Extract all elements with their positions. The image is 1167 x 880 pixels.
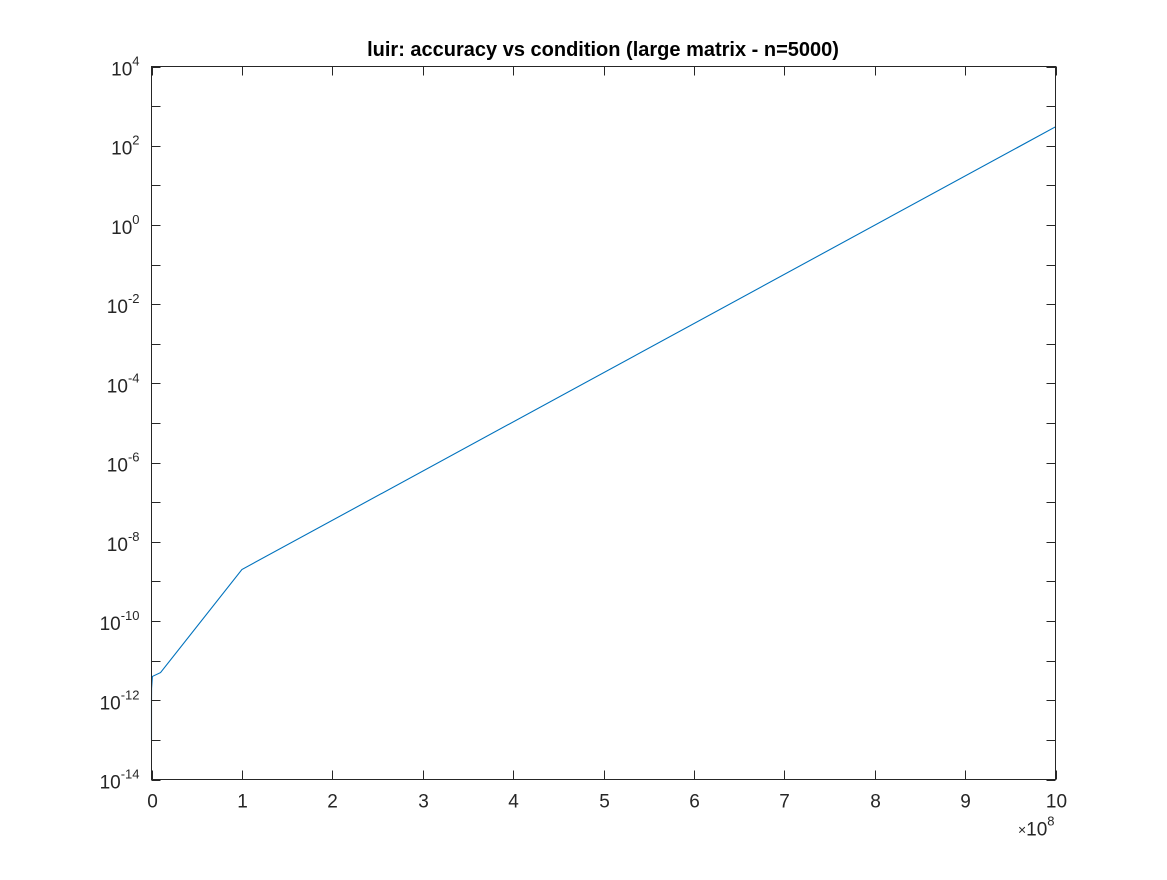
x-tick-label: 7	[779, 792, 790, 813]
chart-title: luir: accuracy vs condition (large matri…	[367, 39, 839, 61]
y-tick-base: 10	[107, 376, 128, 397]
y-tick-power: -10	[121, 608, 140, 623]
x-tick-label: 4	[508, 792, 519, 813]
y-tick-power: -14	[121, 767, 140, 782]
x-tick-label: 6	[689, 792, 700, 813]
y-tick-label: 10-2	[107, 291, 140, 318]
y-tick-power: -12	[121, 687, 140, 702]
y-tick-base: 10	[100, 693, 121, 714]
series-layer	[150, 126, 1056, 740]
axes-layer	[151, 66, 1056, 780]
axes-box	[151, 66, 1056, 780]
y-tick-power: -2	[128, 291, 140, 306]
x-exponent-label: ×108	[1018, 814, 1055, 841]
y-tick-power: 2	[132, 133, 139, 148]
y-tick-base: 10	[107, 535, 128, 556]
x-tick-label: 10	[1046, 792, 1067, 813]
x-tick-label: 2	[327, 792, 338, 813]
x-exponent-power: 8	[1047, 814, 1054, 829]
x-tick-label: 3	[418, 792, 429, 813]
y-tick-label: 10-6	[107, 450, 140, 477]
y-tick-base: 10	[100, 614, 121, 635]
y-tick-label: 10-4	[107, 370, 140, 397]
y-tick-base: 10	[111, 218, 132, 239]
y-tick-power: -6	[128, 450, 140, 465]
y-tick-label: 10-12	[100, 687, 140, 714]
y-tick-label: 10-10	[100, 608, 140, 635]
x-tick-label: 1	[237, 792, 248, 813]
x-exponent-base: 10	[1026, 820, 1047, 841]
x-tick-label: 8	[870, 792, 881, 813]
series-line-1	[150, 126, 1056, 740]
y-tick-base: 10	[111, 139, 132, 160]
y-tick-label: 100	[111, 212, 139, 239]
y-tick-base: 10	[100, 773, 121, 794]
y-tick-power: 4	[132, 54, 139, 69]
x-tick-label: 5	[599, 792, 610, 813]
y-tick-label: 10-14	[100, 767, 140, 794]
y-tick-power: -8	[128, 529, 140, 544]
x-exponent-times: ×	[1018, 822, 1026, 838]
y-tick-base: 10	[107, 297, 128, 318]
y-tick-power: -4	[128, 370, 140, 385]
y-tick-label: 104	[111, 54, 139, 81]
x-tick-label: 0	[147, 792, 158, 813]
x-tick-label: 9	[960, 792, 971, 813]
y-tick-label: 10-8	[107, 529, 140, 556]
y-tick-base: 10	[107, 456, 128, 477]
x-tick-layer: 0 1 2 3 4 5 6 7 8 9 10	[147, 66, 1067, 813]
y-tick-base: 10	[111, 60, 132, 81]
y-tick-power: 0	[132, 212, 139, 227]
y-tick-label: 102	[111, 133, 139, 160]
x-exponent-text: ×108	[1018, 814, 1055, 841]
